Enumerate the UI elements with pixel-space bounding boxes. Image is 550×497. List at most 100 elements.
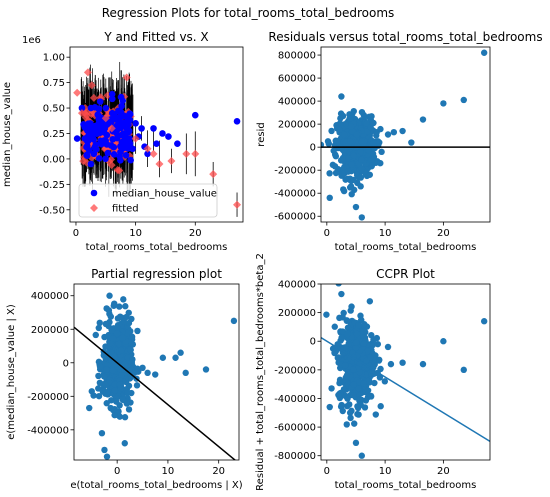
observed-point <box>192 112 199 119</box>
data-point <box>126 406 132 412</box>
outlier-point <box>327 404 333 410</box>
observed-point <box>121 112 128 119</box>
fitted-marker <box>88 81 96 89</box>
outlier-point <box>440 338 446 344</box>
data-point <box>325 138 331 144</box>
data-point <box>350 392 356 398</box>
data-point <box>332 163 338 169</box>
y-tick-label: -200000 <box>27 392 69 403</box>
data-point <box>360 380 366 386</box>
y-tick-label: -200000 <box>274 166 316 177</box>
data-point <box>97 320 103 326</box>
observed-point <box>129 145 136 152</box>
data-point <box>323 311 329 317</box>
data-point <box>340 408 346 414</box>
data-point <box>351 177 357 183</box>
figure-suptitle: Regression Plots for total_rooms_total_b… <box>102 6 395 20</box>
y-tick-label: 1.00 <box>43 53 65 64</box>
data-point <box>350 381 356 387</box>
data-point <box>347 307 353 313</box>
subplot-3: 0 10 20-400000-2000000200000400000Partial … <box>6 267 243 491</box>
subplot-2: 0 10 20-600000-400000-20000002000004000006… <box>256 30 543 253</box>
observed-point <box>98 141 105 148</box>
outlier-point <box>89 388 95 394</box>
fitted-marker <box>167 157 175 165</box>
observed-point <box>132 120 139 127</box>
outlier-point <box>370 120 376 126</box>
x-tick-label: 20 <box>437 466 450 477</box>
data-point <box>354 131 360 137</box>
observed-point <box>98 124 105 131</box>
outlier-point <box>327 195 333 201</box>
outlier-point <box>481 318 487 324</box>
data-point <box>338 334 344 340</box>
observed-point <box>95 113 102 120</box>
outlier-point <box>122 440 128 446</box>
observed-point <box>80 121 87 128</box>
observed-point <box>97 98 104 105</box>
observed-point <box>138 125 145 132</box>
data-point <box>367 298 373 304</box>
outlier-point <box>106 293 112 299</box>
data-point <box>344 373 350 379</box>
outlier-point <box>385 131 391 137</box>
observed-point <box>126 127 133 134</box>
y-tick-label: -400000 <box>274 189 316 200</box>
data-point <box>104 400 110 406</box>
observed-point <box>91 151 98 158</box>
y-tick-label: -0.50 <box>39 205 65 216</box>
x-tick-label: 0 <box>324 228 330 239</box>
observed-point <box>88 105 95 112</box>
fitted-marker <box>182 150 190 158</box>
outlier-point <box>388 361 394 367</box>
y-tick-label: 0.25 <box>43 129 65 140</box>
y-tick-label: 0 <box>63 358 69 369</box>
fitted-marker <box>155 160 163 168</box>
y-tick-label: 400000 <box>278 97 316 108</box>
data-point <box>354 331 360 337</box>
observed-point <box>88 161 95 168</box>
observed-point <box>84 127 91 134</box>
data-point <box>368 113 374 119</box>
data-point <box>359 138 365 144</box>
data-point <box>378 403 384 409</box>
subplot-title: Y and Fitted vs. X <box>103 30 208 44</box>
data-point <box>377 126 383 132</box>
data-point <box>120 296 126 302</box>
data-point <box>335 280 341 286</box>
data-point <box>354 411 360 417</box>
data-point <box>367 354 373 360</box>
x-tick-label: 20 <box>189 228 202 239</box>
observed-point <box>109 91 116 98</box>
outlier-point <box>101 447 107 453</box>
data-point <box>355 322 361 328</box>
y-tick-label: -600000 <box>274 212 316 223</box>
plot-area <box>74 293 239 464</box>
y-tick-label: 200000 <box>278 120 316 131</box>
outlier-point <box>104 453 110 459</box>
outlier-point <box>399 128 405 134</box>
y-tick-label: 0.50 <box>43 104 65 115</box>
x-tick-label: 0 <box>324 466 330 477</box>
observed-point <box>127 157 134 164</box>
outlier-point <box>376 357 382 363</box>
data-point <box>119 335 125 341</box>
data-point <box>344 421 350 427</box>
data-point <box>328 128 334 134</box>
observed-point <box>102 105 109 112</box>
observed-point <box>109 110 116 117</box>
data-point <box>358 149 364 155</box>
outlier-point <box>347 410 353 416</box>
outlier-point <box>461 97 467 103</box>
y-tick-label: 800000 <box>278 51 316 62</box>
y-tick-label: 400000 <box>278 280 316 291</box>
data-point <box>107 340 113 346</box>
outlier-point <box>391 129 397 135</box>
data-point <box>344 318 350 324</box>
axis-offset-text: 1e6 <box>22 35 41 46</box>
outlier-point <box>353 204 359 210</box>
outlier-point <box>338 93 344 99</box>
data-point <box>127 347 133 353</box>
data-point <box>108 313 114 319</box>
data-point <box>347 138 353 144</box>
